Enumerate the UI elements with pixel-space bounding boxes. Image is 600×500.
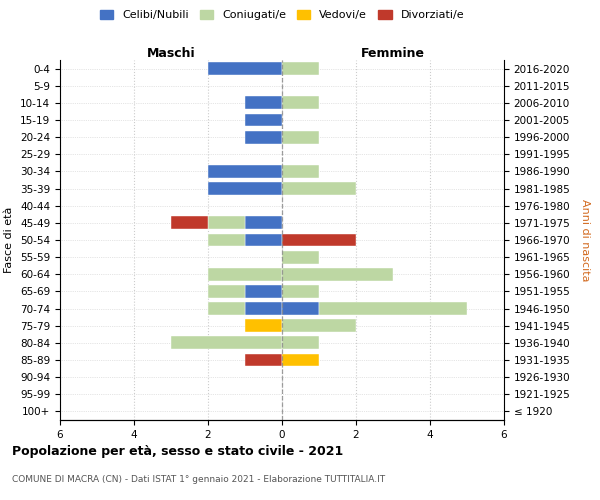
Bar	[208, 285, 245, 298]
Y-axis label: Anni di nascita: Anni di nascita	[580, 198, 590, 281]
Bar	[208, 62, 282, 75]
Text: Femmine: Femmine	[361, 47, 425, 60]
Bar	[245, 216, 282, 230]
Text: Maschi: Maschi	[146, 47, 196, 60]
Bar	[245, 285, 282, 298]
Bar	[245, 114, 282, 126]
Bar	[282, 130, 319, 143]
Text: COMUNE DI MACRA (CN) - Dati ISTAT 1° gennaio 2021 - Elaborazione TUTTITALIA.IT: COMUNE DI MACRA (CN) - Dati ISTAT 1° gen…	[12, 475, 385, 484]
Bar	[208, 234, 245, 246]
Bar	[282, 96, 319, 110]
Bar	[208, 182, 282, 195]
Bar	[282, 354, 319, 366]
Bar	[208, 268, 282, 280]
Bar	[245, 302, 282, 315]
Bar	[245, 130, 282, 143]
Bar	[282, 285, 319, 298]
Bar	[282, 182, 356, 195]
Bar	[245, 320, 282, 332]
Bar	[282, 336, 319, 349]
Bar	[245, 96, 282, 110]
Bar	[245, 234, 282, 246]
Bar	[282, 250, 319, 264]
Legend: Celibi/Nubili, Coniugati/e, Vedovi/e, Divorziati/e: Celibi/Nubili, Coniugati/e, Vedovi/e, Di…	[95, 6, 469, 25]
Bar	[171, 336, 282, 349]
Bar	[208, 165, 282, 178]
Bar	[171, 216, 208, 230]
Bar	[282, 165, 319, 178]
Bar	[282, 302, 319, 315]
Y-axis label: Fasce di età: Fasce di età	[4, 207, 14, 273]
Bar	[208, 302, 245, 315]
Bar	[282, 62, 319, 75]
Bar	[282, 234, 356, 246]
Bar	[282, 268, 393, 280]
Bar	[208, 216, 245, 230]
Bar	[319, 302, 467, 315]
Bar	[245, 354, 282, 366]
Bar	[282, 320, 356, 332]
Text: Popolazione per età, sesso e stato civile - 2021: Popolazione per età, sesso e stato civil…	[12, 445, 343, 458]
